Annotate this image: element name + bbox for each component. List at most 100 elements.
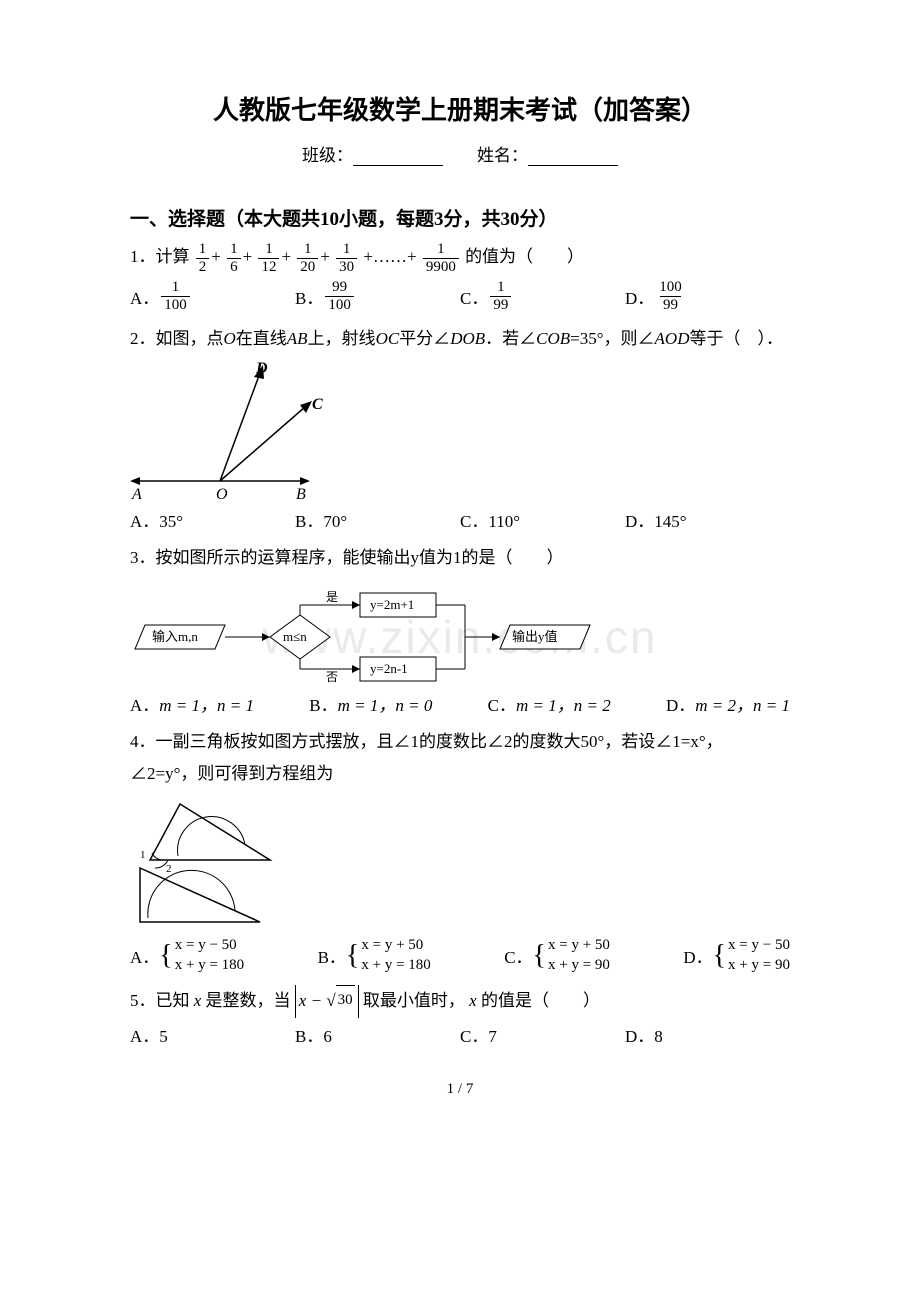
frac-den: 2	[196, 258, 210, 276]
q5-text: 5．已知	[130, 991, 190, 1010]
frac-den: 99	[660, 296, 681, 314]
name-blank	[528, 148, 618, 166]
opt-pre: D．	[666, 691, 695, 716]
q1-opt-d[interactable]: D．10099	[625, 279, 790, 313]
q3-opt-d[interactable]: D．m = 2，n = 1	[666, 691, 790, 716]
q2-text: 平分∠	[399, 329, 450, 348]
q2-opt-c[interactable]: C．110°	[460, 507, 625, 532]
q2-text: ．若∠	[485, 329, 536, 348]
q2-options: A．35° B．70° C．110° D．145°	[130, 507, 790, 532]
opt-pre: B．	[309, 691, 337, 716]
frac-den: 100	[161, 296, 190, 314]
label-A: A	[131, 486, 142, 501]
page-footer: 1 / 7	[130, 1081, 790, 1098]
opt-pre: B．	[318, 943, 346, 968]
frac-num: 1	[196, 241, 210, 258]
frac-num: 1	[301, 241, 315, 258]
q5-opt-d[interactable]: D．8	[625, 1022, 790, 1047]
opt-pre: C．	[488, 691, 516, 716]
opt-body: m = 1，n = 1	[159, 691, 254, 716]
opt-pre: A．	[130, 691, 159, 716]
q2-opt-a[interactable]: A．35°	[130, 507, 295, 532]
frac-den: 20	[297, 258, 318, 276]
page-title: 人教版七年级数学上册期末考试（加答案）	[130, 90, 790, 127]
frac-den: 12	[258, 258, 279, 276]
question-5: 5．已知 x 是整数，当 x − √30 取最小值时， x 的值是（ ）	[130, 985, 790, 1017]
q5-opt-c[interactable]: C．7	[460, 1022, 625, 1047]
opt-pre: D．	[683, 943, 712, 968]
eq1: x = y + 50	[361, 936, 430, 956]
q2-opt-d[interactable]: D．145°	[625, 507, 790, 532]
frac-num: 100	[656, 279, 685, 296]
frac-num: 99	[329, 279, 350, 296]
q2-opt-b[interactable]: B．70°	[295, 507, 460, 532]
subtitle-row: 班级： 姓名：	[130, 141, 790, 166]
q5-opt-a[interactable]: A．5	[130, 1022, 295, 1047]
label-O: O	[216, 486, 228, 501]
label-B: B	[296, 486, 306, 501]
frac-num: 1	[494, 279, 508, 296]
q1-frac-3: 112	[258, 241, 279, 275]
label-C: C	[312, 396, 323, 413]
frac-den: 99	[490, 296, 511, 314]
q5-text: 的值是（ ）	[481, 991, 600, 1010]
q4-figure: 1 2	[130, 798, 290, 928]
label-D: D	[255, 361, 268, 377]
q4-opt-a[interactable]: A． {x = y − 50x + y = 180	[130, 936, 244, 975]
frac-den: 100	[325, 296, 354, 314]
q5-opt-b[interactable]: B．6	[295, 1022, 460, 1047]
q1-opt-c[interactable]: C．199	[460, 279, 625, 313]
q3-options: A．m = 1，n = 1 B．m = 1，n = 0 C．m = 1，n = …	[130, 691, 790, 716]
class-label: 班级：	[302, 146, 353, 165]
q4-opt-c[interactable]: C． {x = y + 50x + y = 90	[504, 936, 610, 975]
q1-opt-b[interactable]: B．99100	[295, 279, 460, 313]
q3-opt-a[interactable]: A．m = 1，n = 1	[130, 691, 254, 716]
q5-options: A．5 B．6 C．7 D．8	[130, 1022, 790, 1047]
frac-den: 30	[336, 258, 357, 276]
frac-den: 6	[227, 258, 241, 276]
q3-opt-b[interactable]: B．m = 1，n = 0	[309, 691, 432, 716]
q2-AOD: AOD	[655, 329, 690, 348]
eq1: x = y − 50	[175, 936, 244, 956]
section-1-heading: 一、选择题（本大题共10小题，每题3分，共30分）	[130, 204, 790, 231]
q4-opt-b[interactable]: B． {x = y + 50x + y = 180	[318, 936, 431, 975]
q1-suffix: 的值为（ ）	[465, 247, 584, 266]
q1-frac-6: 19900	[423, 241, 459, 275]
opt-body: m = 2，n = 1	[695, 691, 790, 716]
flow-yes: 是	[326, 590, 338, 604]
q3-opt-c[interactable]: C．m = 1，n = 2	[488, 691, 611, 716]
flow-bot-box: y=2n-1	[370, 661, 408, 676]
frac-num: 1	[340, 241, 354, 258]
q2-COB: COB	[536, 329, 570, 348]
q5-text: 是整数，当	[206, 991, 291, 1010]
q1-frac-5: 130	[336, 241, 357, 275]
eq2: x + y = 180	[175, 956, 244, 976]
q5-text: 取最小值时，	[363, 991, 465, 1010]
frac-num: 1	[227, 241, 241, 258]
question-4: 4．一副三角板按如图方式摆放，且∠1的度数比∠2的度数大50°，若设∠1=x°，…	[130, 726, 790, 791]
q2-text: 2．如图，点	[130, 329, 224, 348]
q2-text: 上，射线	[308, 329, 376, 348]
q4-opt-d[interactable]: D． {x = y − 50x + y = 90	[683, 936, 790, 975]
q3-flowchart: 输入m,n m≤n 是 y=2m+1 否 y=2n-1 输出y值	[130, 585, 610, 685]
q2-figure: A O B D C	[130, 361, 330, 501]
class-blank	[353, 148, 443, 166]
q2-text: 等于（ ）．	[689, 329, 783, 348]
angle-2: 2	[166, 863, 172, 875]
q2-DOB: DOB	[450, 329, 485, 348]
eq2: x + y = 90	[728, 956, 790, 976]
angle-1: 1	[140, 849, 146, 861]
q2-AB: AB	[287, 329, 308, 348]
q5-x2: x	[469, 991, 477, 1010]
name-label: 姓名：	[477, 146, 528, 165]
eq1: x = y − 50	[728, 936, 790, 956]
q2-O: O	[224, 329, 236, 348]
q1-opt-a[interactable]: A．1100	[130, 279, 295, 313]
q1-prefix: 1．计算	[130, 247, 190, 266]
q1-dots: +……+	[363, 247, 416, 266]
page-content: 人教版七年级数学上册期末考试（加答案） 班级： 姓名： 一、选择题（本大题共10…	[130, 90, 790, 1098]
flow-output: 输出y值	[512, 629, 558, 644]
q1-frac-2: 16	[227, 241, 241, 275]
eq1: x = y + 50	[548, 936, 610, 956]
radicand: 30	[336, 985, 355, 1015]
